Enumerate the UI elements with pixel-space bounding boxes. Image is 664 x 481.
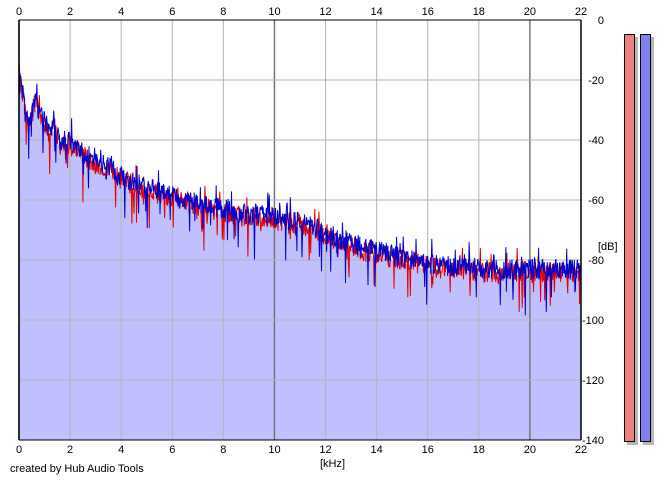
x-tick-label-bottom-0: 0 [16, 444, 22, 456]
x-tick-label-bottom-8: 16 [422, 444, 434, 456]
y-tick-label-1: -20 [588, 75, 604, 87]
x-tick-label-bottom-9: 18 [473, 444, 485, 456]
spectrum-fill-layer [19, 77, 581, 440]
spectrum-fill-area [19, 77, 581, 440]
x-tick-label-bottom-6: 12 [319, 444, 331, 456]
spectrum-chart: 002244668810101212141416161818202022220-… [16, 6, 618, 470]
x-tick-label-bottom-5: 10 [268, 444, 280, 456]
x-tick-label-top-11: 22 [575, 6, 587, 18]
x-tick-label-top-8: 16 [422, 6, 434, 18]
level-meter-right-fill [641, 35, 650, 441]
x-tick-label-top-7: 14 [371, 6, 383, 18]
x-tick-label-top-1: 2 [67, 6, 73, 18]
x-tick-label-bottom-2: 4 [118, 444, 124, 456]
axis-layer: 002244668810101212141416161818202022220-… [16, 6, 604, 456]
x-tick-label-top-3: 6 [169, 6, 175, 18]
x-tick-label-bottom-4: 8 [220, 444, 226, 456]
x-tick-label-top-0: 0 [16, 6, 22, 18]
x-tick-label-bottom-10: 20 [524, 444, 536, 456]
y-tick-label-3: -60 [588, 195, 604, 207]
x-tick-label-top-4: 8 [220, 6, 226, 18]
x-tick-label-top-9: 18 [473, 6, 485, 18]
x-tick-label-top-6: 12 [319, 6, 331, 18]
x-tick-label-top-10: 20 [524, 6, 536, 18]
y-axis-label: [dB] [598, 241, 618, 253]
y-tick-label-2: -40 [588, 135, 604, 147]
level-meter-left-fill [625, 35, 634, 441]
x-tick-label-top-5: 10 [268, 6, 280, 18]
y-tick-label-4: -80 [588, 255, 604, 267]
y-tick-label-0: 0 [598, 15, 604, 27]
level-meter-right [640, 34, 651, 442]
level-meter-left [624, 34, 635, 442]
series-line-right [18, 69, 582, 316]
x-axis-label: [kHz] [320, 458, 345, 470]
x-tick-label-top-2: 4 [118, 6, 124, 18]
y-tick-label-7: -140 [582, 435, 604, 447]
series-layer [18, 63, 582, 316]
grid-layer [18, 19, 582, 441]
credit-text: created by Hub Audio Tools [10, 463, 144, 475]
x-tick-label-bottom-7: 14 [371, 444, 383, 456]
y-tick-label-6: -120 [582, 375, 604, 387]
x-tick-label-bottom-11: 22 [575, 444, 587, 456]
x-tick-label-bottom-1: 2 [67, 444, 73, 456]
x-tick-label-bottom-3: 6 [169, 444, 175, 456]
y-tick-label-5: -100 [582, 315, 604, 327]
series-line-left [18, 63, 582, 312]
